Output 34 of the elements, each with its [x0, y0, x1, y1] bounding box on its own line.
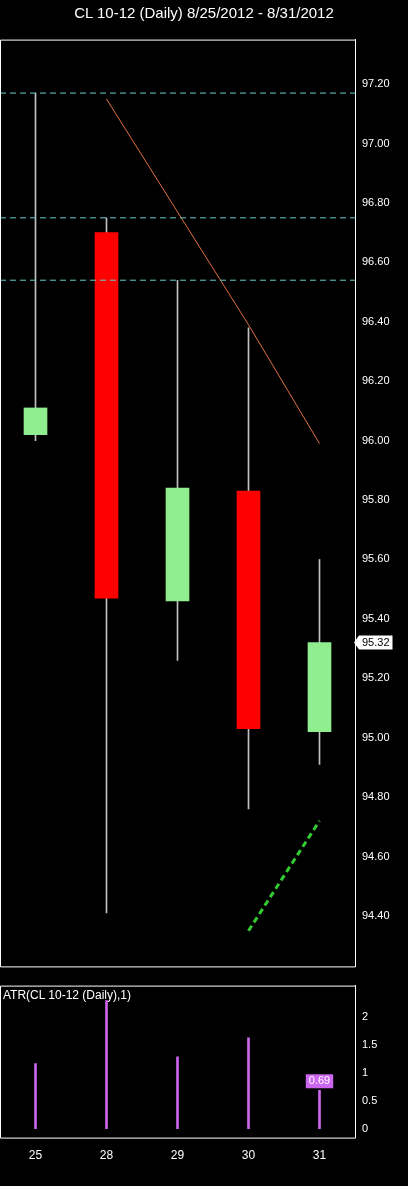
- y-tick-label: 96.60: [362, 255, 390, 268]
- y-tick-label: 94.40: [362, 908, 390, 921]
- x-tick-label: 28: [99, 1148, 114, 1163]
- chart-title: CL 10-12 (Daily) 8/25/2012 - 8/31/2012: [73, 3, 335, 23]
- x-tick-label: 30: [241, 1148, 256, 1163]
- bar: [105, 1000, 108, 1130]
- y-tick-label: 95.80: [362, 493, 390, 506]
- bar: [318, 1089, 321, 1130]
- x-tick-label: 25: [28, 1148, 43, 1163]
- y-tick-label: 1: [362, 1066, 369, 1079]
- bar: [34, 1063, 37, 1130]
- y-tick-label: 1.5: [362, 1038, 378, 1051]
- y-tick-label: 96.20: [362, 374, 390, 387]
- y-tick-label: 95.00: [362, 730, 390, 743]
- y-tick-label: 95.60: [362, 552, 390, 565]
- data-label: 0.69: [308, 1074, 331, 1087]
- bar: [176, 1056, 179, 1130]
- bar: [247, 1037, 250, 1130]
- y-tick-label: 96.00: [362, 433, 390, 446]
- y-tick-label: 97.00: [362, 136, 390, 149]
- y-tick-label: 97.20: [362, 77, 390, 90]
- y-tick-label: 96.40: [362, 314, 390, 327]
- text: 95.32: [362, 635, 390, 648]
- x-tick-label: 31: [312, 1148, 327, 1163]
- y-tick-label: 2: [362, 1010, 369, 1023]
- y-tick-label: 95.20: [362, 671, 390, 684]
- y-tick-label: 0: [362, 1121, 369, 1134]
- y-tick-label: 96.80: [362, 196, 390, 209]
- y-tick-label: 94.80: [362, 790, 390, 803]
- chart-title: ATR(CL 10-12 (Daily),1): [3, 988, 132, 1002]
- y-tick-label: 0.5: [362, 1093, 378, 1106]
- y-tick-label: 95.40: [362, 611, 390, 624]
- y-tick-label: 94.60: [362, 849, 390, 862]
- x-tick-label: 29: [170, 1148, 185, 1163]
